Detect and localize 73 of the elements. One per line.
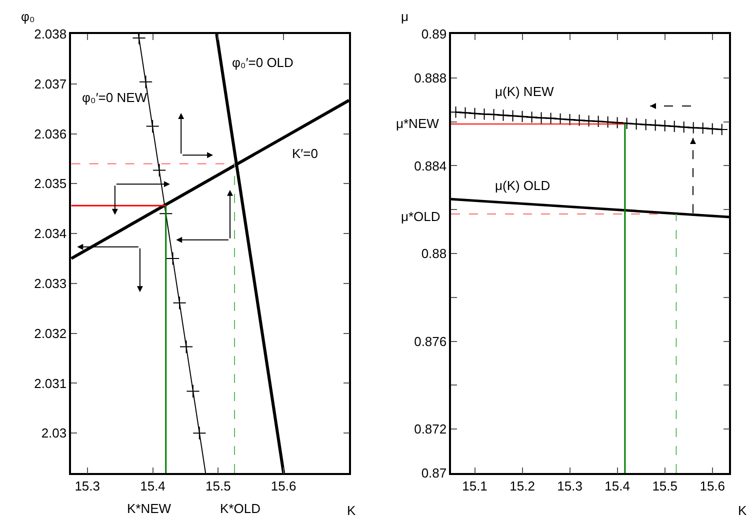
y-tick-label: 2.031: [34, 376, 67, 391]
point: [573, 114, 586, 126]
y-tick-label: 2.032: [34, 326, 67, 341]
annotation: φ₀′=0 NEW: [82, 90, 148, 105]
y-tick-label: 2.038: [34, 26, 67, 42]
point: [706, 122, 718, 135]
point: [186, 384, 200, 398]
point: [526, 111, 538, 124]
point: [592, 115, 604, 128]
y-tick-label: 0.89: [421, 26, 447, 42]
point: [497, 109, 510, 122]
point: [649, 118, 662, 132]
y-tick-label: 2.034: [34, 226, 67, 242]
text: K*OLD: [220, 501, 260, 516]
x-tick-label: 15.1: [462, 478, 488, 494]
point: [192, 426, 206, 440]
point: [630, 118, 642, 130]
point: [478, 108, 490, 120]
x-tick-label: 15.4: [140, 478, 166, 494]
y-tick-label: 0.88: [421, 246, 447, 262]
point: [640, 118, 652, 131]
y-axis-title: φ₀: [21, 9, 35, 24]
point: [451, 106, 462, 118]
x-tick-label: 15.6: [270, 478, 296, 494]
point: [582, 114, 595, 128]
annotation: μ(K) NEW: [495, 84, 554, 99]
y-tick-label: 0.872: [414, 422, 447, 437]
point: [138, 75, 153, 89]
x-tick-label: 15.3: [74, 478, 100, 494]
point: [658, 120, 671, 132]
y-tick-label: 0.87: [421, 466, 447, 481]
y-tick-label: 2.037: [34, 76, 67, 92]
point: [696, 122, 709, 134]
y-tick-label: 0.884: [414, 158, 447, 174]
y-tick-label: 2.033: [34, 276, 67, 291]
point: [535, 112, 548, 124]
point: [678, 120, 690, 134]
text: μ*NEW: [396, 116, 440, 131]
y-tick-label: 0.876: [414, 334, 447, 349]
point: [166, 252, 180, 266]
x-tick-label: 15.6: [700, 478, 726, 494]
point: [506, 110, 519, 122]
point: [687, 122, 700, 134]
x-tick-label: 15.2: [510, 478, 535, 494]
y-tick-label: 2.036: [34, 126, 67, 142]
point: [516, 110, 528, 123]
x-tick-label: 15.5: [206, 478, 231, 494]
point: [544, 112, 557, 124]
y-axis-title: μ: [401, 9, 408, 24]
x-tick-label: 15.4: [604, 478, 630, 494]
point: [152, 163, 166, 177]
x-axis-title: K: [347, 503, 356, 518]
annotation: K′=0: [292, 146, 318, 161]
point: [146, 119, 160, 134]
point: [468, 107, 481, 120]
point: [668, 120, 680, 133]
text: K*NEW: [127, 501, 172, 516]
annotation: μ(K) OLD: [495, 178, 550, 193]
point: [564, 114, 576, 126]
point: [602, 116, 614, 128]
text: μ*OLD: [401, 209, 440, 224]
y-tick-label: 2.03: [41, 426, 67, 441]
point: [459, 106, 472, 119]
annotation: φ₀′=0 OLD: [232, 55, 294, 70]
point: [716, 123, 728, 136]
x-tick-label: 15.5: [652, 478, 678, 494]
x-axis-title: K: [738, 503, 747, 518]
point: [172, 296, 186, 310]
y-tick-label: 2.035: [34, 176, 67, 192]
x-tick-label: 15.3: [557, 478, 582, 494]
y-tick-label: 0.888: [414, 70, 447, 86]
point: [611, 116, 624, 129]
point: [179, 340, 194, 354]
